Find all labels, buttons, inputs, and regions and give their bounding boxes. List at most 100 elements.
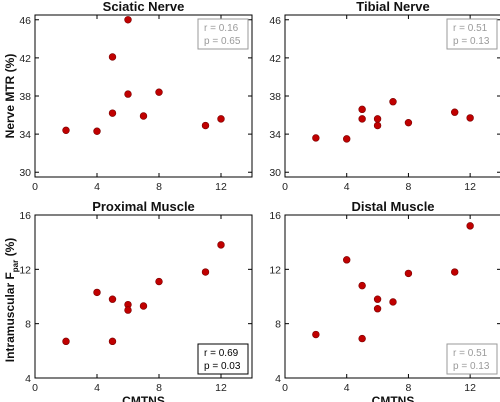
data-point [108,109,117,117]
x-tick-label: 12 [215,181,227,193]
data-point [404,118,413,127]
x-tick-label: 0 [282,382,288,394]
data-point [466,114,474,122]
y-tick-label: 8 [25,319,31,331]
data-point [217,241,225,249]
stats-box-border [197,18,249,50]
y-tick-label: 46 [19,15,31,27]
chart-title: Tibial Nerve [356,0,429,14]
data-point [373,295,382,303]
stat-r: r = 0.51 [453,23,488,34]
panel-tibial-nerve: Tibial Nerve 0 4 8 12 30 34 38 42 46 r = 0.51 p = 0… [269,0,500,193]
data-point [139,112,148,120]
data-point [155,277,163,286]
y-tick-label: 30 [269,167,281,179]
y-tick-label: 42 [19,53,31,65]
data-point [358,281,366,290]
y-tick-label: 4 [275,373,281,385]
stat-p: p = 0.13 [453,36,490,47]
y-tick-label: 38 [19,91,31,103]
stats-box-border [197,343,249,375]
stat-p: p = 0.03 [204,361,241,372]
y-tick-label: 30 [19,167,31,179]
data-point [451,268,459,276]
data-point [466,222,474,230]
x-axis-label: CMTNS [372,394,415,402]
x-tick-label: 0 [32,382,38,394]
data-point [358,334,366,343]
y-tick-label: 12 [19,264,31,276]
y-tick-label: 16 [19,210,31,222]
data-point [373,121,382,130]
stats-box-border [446,18,498,50]
y-tick-label: 34 [19,129,31,141]
x-tick-label: 0 [32,181,38,193]
chart-title: Distal Muscle [351,199,434,214]
x-tick-label: 4 [94,382,100,394]
x-axis-label: CMTNS [122,394,165,402]
x-tick-label: 8 [156,382,162,394]
stats-box: r = 0.69 p = 0.03 [197,343,249,375]
y-axis-label-bottom-tail: (%) [3,238,17,260]
chart-title: Sciatic Nerve [103,0,185,14]
data-point [217,115,225,123]
data-point [124,90,132,98]
x-tick-label: 8 [156,181,162,193]
stat-r: r = 0.16 [204,23,239,34]
stat-p: p = 0.13 [453,361,490,372]
x-tick-label: 12 [215,382,227,394]
y-axis-label-bottom-sub: par [11,260,20,272]
y-tick-label: 34 [269,129,281,141]
data-point [451,108,459,116]
data-point [155,88,163,96]
data-point [62,337,70,346]
data-point [108,295,117,303]
y-tick-label: 46 [269,15,281,27]
x-tick-label: 12 [464,181,476,193]
stat-p: p = 0.65 [204,36,241,47]
y-tick-label: 8 [275,319,281,331]
data-point [358,115,366,123]
data-point [124,16,132,24]
data-point [373,115,382,123]
stats-box: r = 0.51 p = 0.13 [446,18,498,50]
y-axis-label-top: Nerve MTR (%) [3,54,17,139]
stats-box: r = 0.16 p = 0.65 [197,18,249,50]
data-point [201,268,210,276]
x-tick-label: 12 [464,382,476,394]
data-point [139,302,148,310]
y-tick-label: 42 [269,53,281,65]
x-tick-label: 4 [344,382,350,394]
plot-frame [284,214,500,379]
x-tick-label: 4 [94,181,100,193]
data-point [93,127,101,135]
stat-r: r = 0.51 [453,348,488,359]
chart-title: Proximal Muscle [92,199,195,214]
data-point [62,126,70,135]
data-point [343,135,351,143]
y-tick-label: 12 [269,264,281,276]
x-tick-label: 4 [344,181,350,193]
data-point [404,269,413,278]
data-point [124,306,132,314]
data-point [358,105,366,114]
stats-box-border [446,343,498,375]
data-point [312,330,320,339]
stat-r: r = 0.69 [204,348,239,359]
x-tick-label: 8 [406,181,412,193]
plot-frame [34,214,253,379]
x-tick-label: 8 [406,382,412,394]
data-point [108,337,117,346]
data-point [343,256,351,264]
stats-box: r = 0.51 p = 0.13 [446,343,498,375]
data-point [93,288,101,297]
panel-sciatic-nerve: Sciatic Nerve 0 4 8 12 30 34 38 42 46 r = 0.16 p = … [19,0,253,193]
data-point [201,121,210,130]
data-point [373,305,382,313]
y-tick-label: 4 [25,373,31,385]
y-axis-label-bottom-main: Intramuscular F [3,272,17,362]
